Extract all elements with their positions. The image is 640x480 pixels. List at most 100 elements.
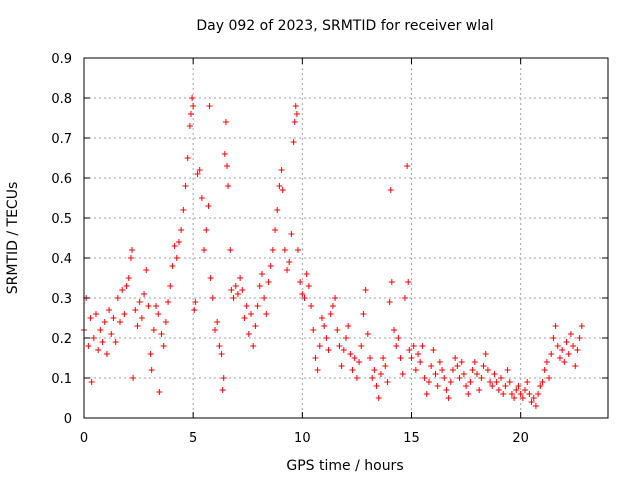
data-point bbox=[559, 347, 566, 353]
data-point bbox=[239, 287, 246, 293]
data-point bbox=[182, 183, 189, 189]
data-point bbox=[561, 359, 568, 365]
data-point bbox=[90, 335, 97, 341]
data-point bbox=[351, 355, 358, 361]
data-point bbox=[338, 363, 345, 369]
data-point bbox=[439, 367, 446, 373]
x-tick-label: 0 bbox=[80, 431, 88, 446]
data-point bbox=[165, 299, 172, 305]
data-point bbox=[570, 343, 577, 349]
data-point bbox=[303, 271, 310, 277]
data-point bbox=[299, 291, 306, 297]
data-point bbox=[93, 311, 100, 317]
data-point bbox=[85, 343, 92, 349]
data-point bbox=[567, 331, 574, 337]
data-point bbox=[252, 323, 259, 329]
data-point bbox=[469, 367, 476, 373]
data-point bbox=[388, 279, 395, 285]
data-point bbox=[404, 163, 411, 169]
data-point bbox=[184, 155, 191, 161]
data-point bbox=[436, 359, 443, 365]
data-point bbox=[360, 311, 367, 317]
data-point bbox=[412, 367, 419, 373]
data-point bbox=[467, 379, 474, 385]
data-point bbox=[158, 331, 165, 337]
y-tick-label: 0.6 bbox=[51, 172, 72, 187]
data-point bbox=[312, 355, 319, 361]
data-point bbox=[129, 247, 136, 253]
data-point bbox=[498, 375, 505, 381]
data-point bbox=[286, 259, 293, 265]
data-point bbox=[432, 371, 439, 377]
data-point bbox=[117, 319, 124, 325]
data-point bbox=[119, 287, 126, 293]
data-point bbox=[125, 275, 132, 281]
data-point bbox=[550, 335, 557, 341]
data-point bbox=[293, 111, 300, 117]
data-point bbox=[150, 327, 157, 333]
y-tick-label: 0.1 bbox=[51, 372, 72, 387]
data-point bbox=[189, 95, 196, 101]
data-point bbox=[552, 323, 559, 329]
data-point bbox=[97, 327, 104, 333]
data-point bbox=[325, 347, 332, 353]
data-point bbox=[399, 371, 406, 377]
data-point bbox=[526, 391, 533, 397]
data-point bbox=[387, 187, 394, 193]
data-point bbox=[156, 389, 163, 395]
data-point bbox=[430, 347, 437, 353]
data-point bbox=[196, 167, 203, 173]
data-point bbox=[278, 167, 285, 173]
data-point bbox=[504, 367, 511, 373]
data-point bbox=[222, 119, 229, 125]
data-point bbox=[143, 267, 150, 273]
data-point bbox=[234, 291, 241, 297]
data-point bbox=[380, 355, 387, 361]
data-point bbox=[187, 111, 194, 117]
data-point bbox=[310, 327, 317, 333]
data-point bbox=[513, 387, 520, 393]
data-point bbox=[377, 371, 384, 377]
data-point bbox=[301, 295, 308, 301]
data-point bbox=[180, 207, 187, 213]
data-point bbox=[214, 319, 221, 325]
data-point bbox=[511, 395, 518, 401]
data-point bbox=[535, 391, 542, 397]
data-point bbox=[263, 311, 270, 317]
data-point bbox=[279, 187, 286, 193]
data-point bbox=[447, 379, 454, 385]
data-point bbox=[367, 355, 374, 361]
data-point bbox=[517, 391, 524, 397]
data-point bbox=[132, 307, 139, 313]
data-point bbox=[489, 383, 496, 389]
data-point bbox=[493, 379, 500, 385]
data-point bbox=[194, 171, 201, 177]
data-point bbox=[169, 263, 176, 269]
data-point bbox=[419, 343, 426, 349]
data-point bbox=[245, 331, 252, 337]
data-point bbox=[382, 363, 389, 369]
data-point bbox=[532, 403, 539, 409]
data-point bbox=[198, 195, 205, 201]
data-point bbox=[106, 307, 113, 313]
data-point bbox=[178, 227, 185, 233]
data-point bbox=[401, 295, 408, 301]
y-tick-label: 0.8 bbox=[51, 92, 72, 107]
data-point bbox=[130, 375, 137, 381]
data-point bbox=[230, 295, 237, 301]
data-point bbox=[373, 383, 380, 389]
x-tick-label: 10 bbox=[294, 431, 311, 446]
data-point bbox=[543, 359, 550, 365]
data-point bbox=[228, 287, 235, 293]
data-point bbox=[138, 315, 145, 321]
data-point bbox=[101, 319, 108, 325]
y-tick-label: 0.5 bbox=[51, 212, 72, 227]
data-point bbox=[276, 183, 283, 189]
data-point bbox=[471, 359, 478, 365]
data-point bbox=[519, 395, 526, 401]
data-point bbox=[508, 391, 515, 397]
y-tick-label: 0.7 bbox=[51, 132, 72, 147]
data-point bbox=[405, 279, 412, 285]
data-point bbox=[212, 327, 218, 333]
data-point bbox=[528, 399, 535, 405]
